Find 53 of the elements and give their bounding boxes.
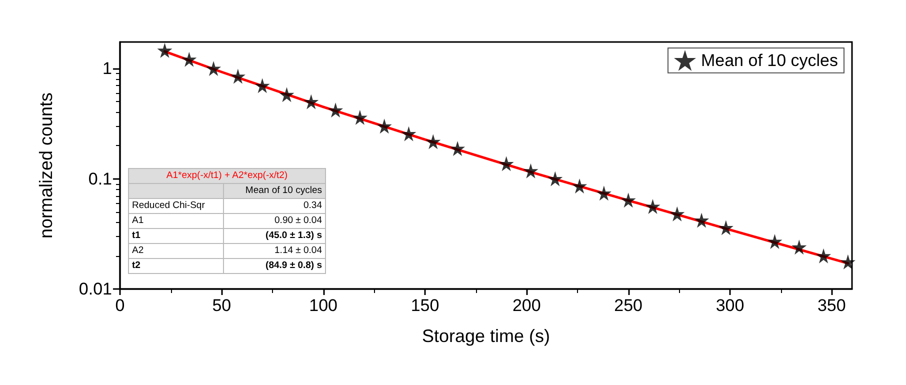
x-tick-label: 0 (115, 296, 125, 315)
point (548, 171, 563, 186)
point (596, 186, 612, 201)
annotation: t2 (128, 258, 224, 274)
annotation: 0.90 ± 0.04 (224, 214, 326, 228)
point (328, 102, 344, 118)
annotation: (45.0 ± 1.3) s (224, 228, 326, 244)
x-tick-label: 300 (716, 296, 744, 315)
x-tick-label: 150 (410, 296, 440, 315)
point (645, 199, 660, 214)
point (572, 178, 588, 194)
x-tick-label: 350 (817, 296, 846, 315)
point (426, 134, 441, 150)
x-tick-label: 100 (309, 296, 338, 315)
point (182, 52, 197, 67)
y-tick-label: 0.1 (88, 169, 112, 188)
point (840, 254, 856, 270)
point (523, 163, 538, 178)
legend-label: Mean of 10 cycles (700, 50, 838, 70)
y-tick-label: 0.01 (78, 280, 112, 298)
annotation: A2 (128, 244, 224, 258)
point (792, 240, 807, 255)
y-axis-title: normalized counts (36, 92, 56, 239)
annotation: 1.14 ± 0.04 (224, 244, 326, 258)
annotation: Mean of 10 cycles (224, 184, 326, 198)
point (352, 110, 368, 125)
annotation: Reduced Chi-Sqr (128, 198, 224, 214)
point (376, 118, 392, 134)
point (401, 126, 416, 142)
point (450, 141, 466, 156)
point (279, 87, 294, 102)
annotation: t1 (128, 228, 224, 244)
point (304, 94, 319, 110)
point (670, 206, 685, 222)
point (498, 156, 514, 172)
point (816, 248, 832, 264)
annotation: (84.9 ± 0.8) s (224, 258, 326, 274)
x-tick-label: 200 (512, 296, 541, 315)
x-tick-label: 250 (614, 296, 643, 315)
annotation: 0.34 (224, 198, 326, 214)
annotation: A1*exp(-x/t1) + A2*exp(-x/t2) (128, 168, 326, 184)
point (620, 192, 636, 208)
x-tick-label: 50 (212, 296, 232, 315)
annotation: A1 (128, 214, 224, 228)
x-axis-title: Storage time (s) (422, 326, 550, 346)
point (767, 234, 782, 249)
point (718, 220, 734, 236)
point (230, 68, 246, 84)
point (206, 61, 222, 76)
y-tick-label: 1 (102, 59, 112, 78)
point (694, 212, 710, 228)
point (157, 42, 172, 58)
point (254, 78, 270, 94)
